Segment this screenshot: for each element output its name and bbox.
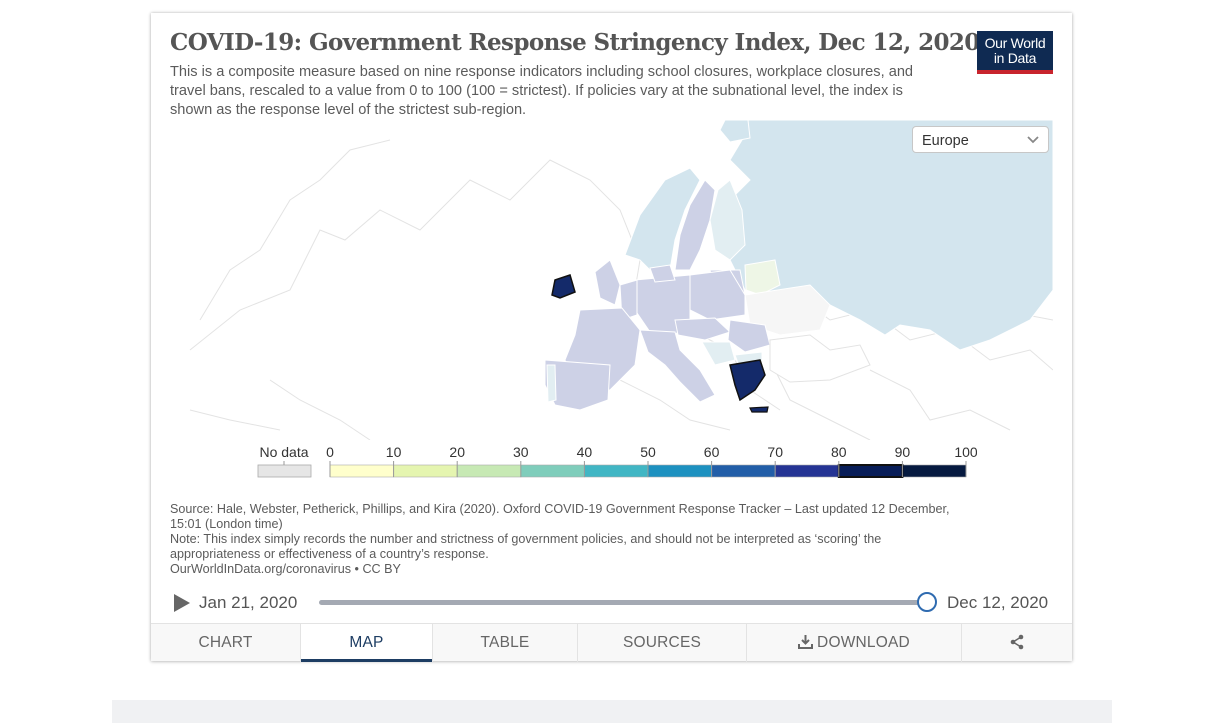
legend-svg: No data 0 10 20 30 40 50 60 70 80 90 100 (257, 444, 978, 478)
legend-tick-label: 100 (954, 444, 977, 460)
legend-bin-6[interactable] (711, 464, 776, 478)
tab-download-label: DOWNLOAD (817, 634, 910, 651)
map-svg (189, 120, 1053, 440)
tab-chart-label: CHART (198, 634, 253, 651)
region-svalbard[interactable] (719, 120, 751, 143)
source-note: Source: Hale, Webster, Petherick, Philli… (170, 502, 960, 577)
legend-tick-label: 90 (895, 444, 911, 460)
region-belarus[interactable] (744, 259, 781, 296)
source-line: Source: Hale, Webster, Petherick, Philli… (170, 502, 950, 531)
region-select-value: Europe (922, 133, 969, 149)
legend-bin-1[interactable] (393, 464, 458, 478)
timeline-end-date: Dec 12, 2020 (947, 593, 1049, 612)
region-central-europe[interactable] (674, 317, 731, 341)
chart-title: COVID-19: Government Response Stringency… (170, 29, 980, 56)
legend-tick-label: 50 (640, 444, 656, 460)
logo-red-bar (977, 70, 1053, 74)
legend-bin-7[interactable] (774, 464, 840, 478)
europe-map[interactable] (170, 120, 1053, 440)
legend-bin-2[interactable] (456, 464, 522, 478)
chart-subtitle: This is a composite measure based on nin… (170, 64, 914, 118)
region-balkans[interactable] (701, 341, 736, 366)
tab-table-label: TABLE (480, 634, 530, 651)
region-crete[interactable] (749, 406, 769, 413)
tab-bar: CHART MAP TABLE SOURCES DOWNLOAD (151, 623, 1072, 662)
region-spain[interactable] (544, 359, 611, 411)
legend-bin-8[interactable] (838, 464, 903, 478)
region-ireland[interactable] (551, 274, 576, 299)
region-norway[interactable] (624, 167, 701, 276)
tab-sources-label: SOURCES (622, 634, 702, 651)
note-line: Note: This index simply records the numb… (170, 532, 882, 561)
logo-line-1: Our World (984, 35, 1046, 51)
timeline[interactable]: Jan 21, 2020 Dec 12, 2020 (170, 589, 1053, 615)
region-italy[interactable] (639, 329, 716, 403)
legend-tick-label: 30 (513, 444, 529, 460)
region-turkey[interactable] (769, 334, 871, 383)
legend-no-data-label: No data (259, 444, 308, 460)
tab-download[interactable]: DOWNLOAD (747, 624, 962, 662)
download-icon (798, 626, 814, 664)
timeline-handle[interactable] (917, 592, 937, 612)
tab-share[interactable] (962, 624, 1072, 662)
tab-chart[interactable]: CHART (151, 624, 301, 662)
legend-tick-label: 60 (704, 444, 720, 460)
legend-bin-3[interactable] (520, 464, 585, 478)
legend-bin-0[interactable] (329, 464, 394, 478)
region-greece[interactable] (729, 359, 766, 402)
logo-line-2: in Data (993, 50, 1037, 66)
region-portugal[interactable] (546, 364, 557, 403)
legend-bin-4[interactable] (584, 464, 649, 478)
timeline-track[interactable] (319, 600, 928, 605)
region-finland[interactable] (709, 179, 746, 261)
timeline-start-date: Jan 21, 2020 (199, 593, 298, 612)
legend-bin-9[interactable] (902, 464, 967, 478)
legend-tick-label: 20 (449, 444, 465, 460)
chart-card: COVID-19: Government Response Stringency… (151, 13, 1072, 662)
color-legend: No data 0 10 20 30 40 50 60 70 80 90 100 (257, 443, 978, 483)
region-denmark[interactable] (649, 264, 676, 283)
url-line[interactable]: OurWorldInData.org/coronavirus • CC BY (170, 562, 401, 576)
tab-map-label: MAP (349, 634, 384, 651)
play-icon[interactable] (172, 593, 192, 618)
share-icon (1009, 634, 1025, 651)
legend-tick-label: 10 (386, 444, 402, 460)
tab-table[interactable]: TABLE (433, 624, 578, 662)
region-select[interactable]: Europe (912, 126, 1049, 153)
tab-sources[interactable]: SOURCES (578, 624, 747, 662)
region-romania[interactable] (727, 319, 771, 353)
tab-map[interactable]: MAP (301, 624, 433, 662)
region-uk[interactable] (594, 259, 621, 306)
page-footer-band (112, 700, 1112, 723)
legend-bin-5[interactable] (647, 464, 712, 478)
legend-tick-label: 0 (326, 444, 334, 460)
owid-logo[interactable]: Our World in Data (977, 31, 1053, 74)
legend-tick-label: 40 (577, 444, 593, 460)
legend-no-data-swatch[interactable] (257, 464, 312, 478)
legend-tick-label: 80 (831, 444, 847, 460)
chevron-down-icon (1026, 133, 1040, 151)
legend-tick-label: 70 (767, 444, 783, 460)
region-sweden[interactable] (674, 179, 716, 271)
